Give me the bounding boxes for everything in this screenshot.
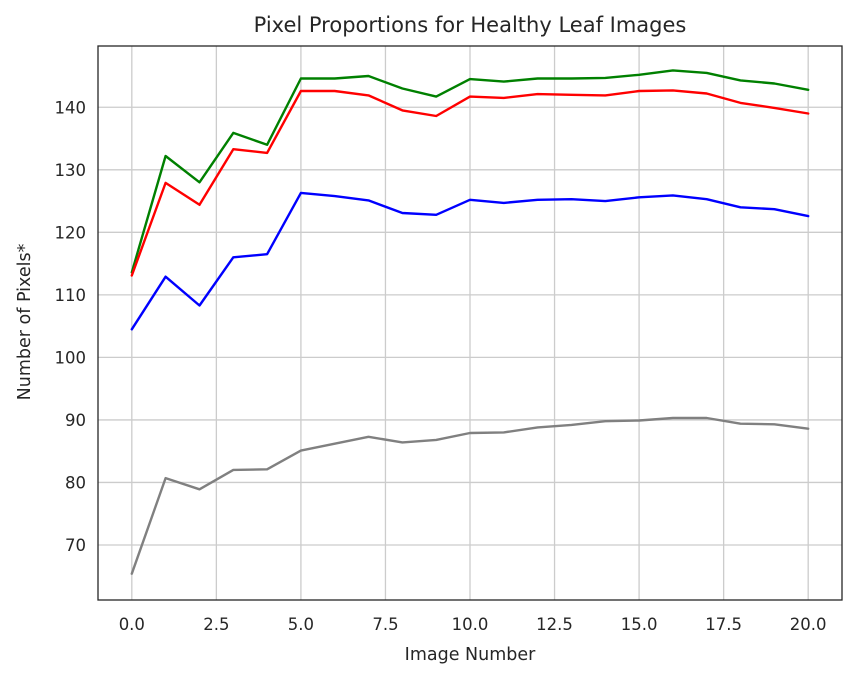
series-line-1	[130, 69, 810, 274]
x-tick-label: 0.0	[119, 615, 145, 634]
x-axis-ticks: 0.0 2.5 5.0 7.5 10.0 12.5 15.0 17.5 20.0	[119, 615, 827, 634]
x-tick-label: 17.5	[705, 615, 742, 634]
y-tick-label: 140	[55, 98, 87, 117]
x-tick-label: 5.0	[288, 615, 314, 634]
y-tick-label: 120	[55, 223, 87, 242]
y-tick-label: 70	[65, 536, 86, 555]
series-line-2	[130, 89, 810, 277]
series-line-4	[130, 416, 810, 575]
x-tick-label: 7.5	[372, 615, 398, 634]
x-tick-label: 15.0	[621, 615, 658, 634]
y-tick-label: 100	[55, 348, 87, 367]
y-axis-ticks: 70 80 90 100 110 120 130 140	[55, 98, 87, 555]
plot-frame	[97, 45, 843, 601]
series-lines	[130, 69, 810, 575]
y-tick-label: 80	[65, 473, 86, 492]
x-tick-label: 12.5	[536, 615, 573, 634]
x-tick-label: 10.0	[452, 615, 489, 634]
x-axis-label: Image Number	[405, 645, 536, 665]
y-tick-label: 130	[55, 161, 87, 180]
y-axis-label: Number of Pixels*	[15, 243, 35, 400]
grid-lines	[98, 46, 842, 600]
x-tick-label: 2.5	[203, 615, 229, 634]
y-tick-label: 110	[55, 286, 87, 305]
x-tick-label: 20.0	[790, 615, 827, 634]
y-tick-label: 90	[65, 411, 86, 430]
chart-title: Pixel Proportions for Healthy Leaf Image…	[254, 13, 687, 37]
series-line-3	[130, 191, 810, 331]
